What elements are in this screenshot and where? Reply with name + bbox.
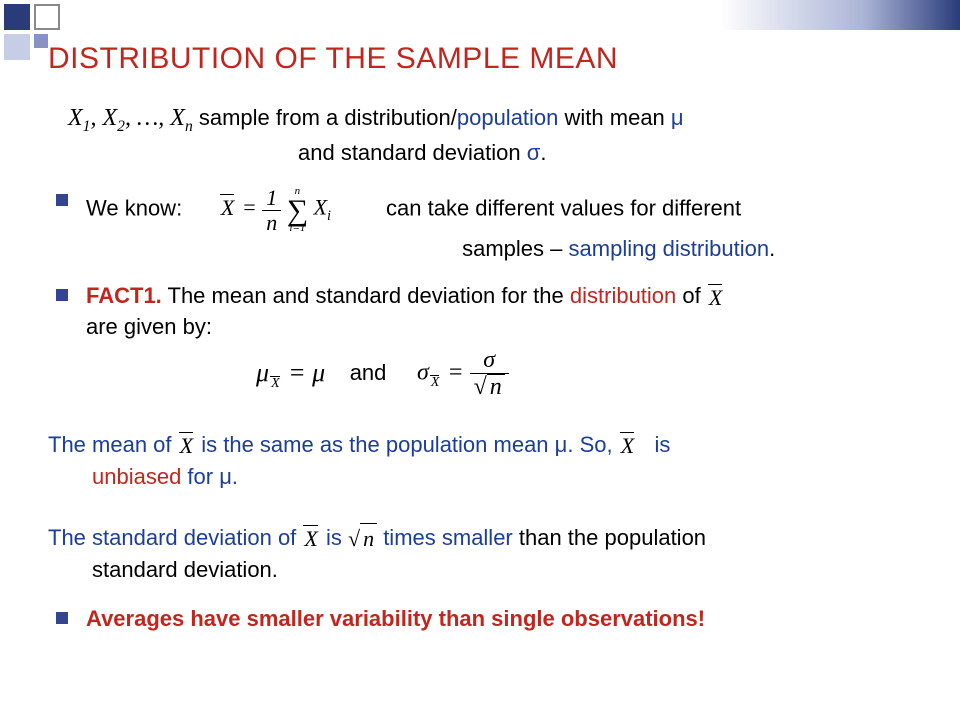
paragraph-sd: The standard deviation of X is √n times … [48, 523, 930, 586]
formula-sigma-xbar: σX = σ√n [417, 348, 509, 400]
formula-mu-xbar: μX = μ [256, 355, 325, 394]
intro-line-2: and standard deviation σ. [298, 138, 930, 169]
sqrt-n: √n [348, 523, 377, 555]
formula-xbar-sum: X = 1n n∑i=1 Xi [219, 186, 331, 233]
slide-title: DISTRIBUTION OF THE SAMPLE MEAN [48, 42, 930, 76]
bullet-we-know: We know: X = 1n n∑i=1 Xi can take differ… [48, 186, 930, 263]
bullet-averages: Averages have smaller variability than s… [48, 604, 930, 634]
bullet-fact1: FACT1. The mean and standard deviation f… [48, 281, 930, 400]
slide-content: DISTRIBUTION OF THE SAMPLE MEAN X1, X2, … [48, 42, 930, 633]
paragraph-mean: The mean of X is the same as the populat… [48, 430, 930, 492]
top-right-streak [720, 0, 960, 30]
intro-line-1: X1, X2, …, Xn sample from a distribution… [68, 102, 930, 138]
xbar-symbol: X [707, 283, 724, 313]
